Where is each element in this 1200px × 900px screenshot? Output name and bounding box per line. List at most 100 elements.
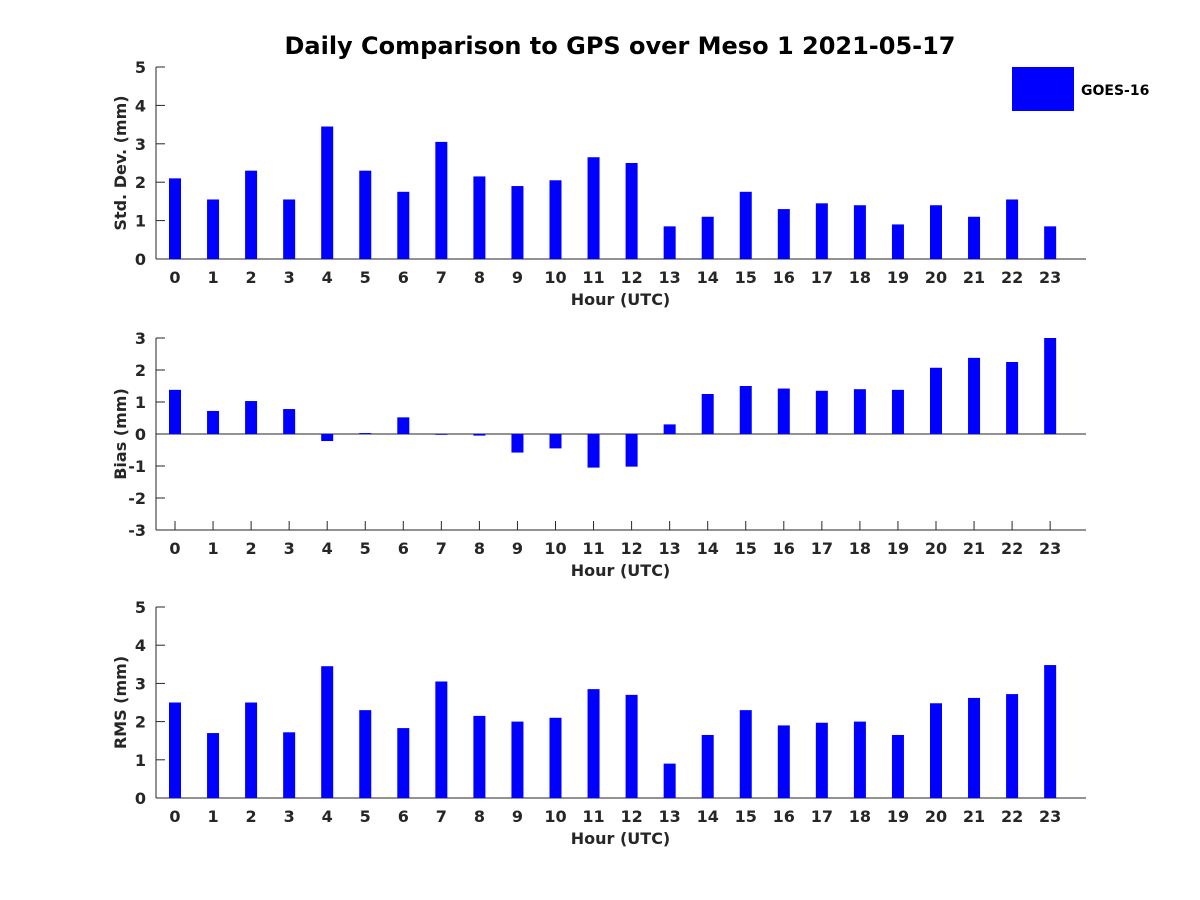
bias-y-tick-label: -1 [128, 457, 146, 476]
rms-y-axis-label: RMS (mm) [111, 656, 130, 749]
std-dev-bar-hour-6 [397, 191, 410, 259]
std-dev-x-tick-label: 12 [620, 268, 642, 287]
std-dev-x-tick-label: 19 [887, 268, 909, 287]
std-dev-bar-hour-16 [777, 209, 790, 259]
std-dev-x-tick-label: 10 [544, 268, 566, 287]
bias-bar-hour-3 [283, 409, 296, 434]
bias-bar-hour-15 [739, 386, 752, 434]
rms-y-tick-label: 5 [135, 598, 146, 617]
bias-x-tick-label: 20 [925, 539, 947, 558]
std-dev-bar-hour-0 [169, 178, 181, 259]
bias-x-tick-label: 1 [207, 539, 218, 558]
rms-x-tick-label: 0 [169, 807, 180, 826]
rms-bar-hour-1 [207, 733, 220, 798]
bias-x-tick-label: 9 [512, 539, 523, 558]
std-dev-y-tick-label: 1 [135, 212, 146, 231]
std-dev-y-tick-label: 2 [135, 173, 146, 192]
std-dev-y-axis-label: Std. Dev. (mm) [111, 95, 130, 230]
std-dev-x-tick-label: 8 [474, 268, 485, 287]
rms-bar-hour-9 [511, 721, 524, 798]
bias-x-tick-label: 0 [169, 539, 180, 558]
std-dev-bar-hour-14 [701, 216, 714, 259]
rms-bar-hour-22 [1006, 694, 1019, 798]
std-dev-bar-hour-4 [321, 126, 334, 260]
std-dev-bar-hour-17 [815, 203, 828, 259]
bias-x-tick-label: 23 [1039, 539, 1061, 558]
rms-y-tick-label: 1 [135, 751, 146, 770]
rms-x-tick-label: 5 [360, 807, 371, 826]
rms-y-tick-label: 2 [135, 713, 146, 732]
std-dev-bar-hour-9 [511, 186, 524, 259]
rms-x-tick-label: 12 [620, 807, 642, 826]
std-dev-x-tick-label: 6 [398, 268, 409, 287]
bias-bar-hour-4 [321, 434, 334, 442]
bias-x-tick-label: 13 [659, 539, 681, 558]
bias-x-tick-label: 16 [773, 539, 795, 558]
rms-x-tick-label: 19 [887, 807, 909, 826]
std-dev-x-tick-label: 21 [963, 268, 985, 287]
rms-bar-hour-12 [625, 694, 638, 798]
rms-x-tick-label: 15 [735, 807, 757, 826]
std-dev-y-tick-label: 3 [135, 135, 146, 154]
bias-x-tick-label: 18 [849, 539, 871, 558]
std-dev-bar-hour-22 [1006, 199, 1019, 259]
bias-bar-hour-11 [587, 434, 600, 468]
legend-swatch-goes-16 [1012, 67, 1074, 111]
rms-bar-hour-21 [968, 697, 981, 798]
rms-x-tick-label: 10 [544, 807, 566, 826]
bias-x-tick-label: 11 [582, 539, 604, 558]
bias-bar-hour-18 [853, 389, 866, 434]
std-dev-y-tick-label: 4 [135, 96, 146, 115]
rms-bar-hour-16 [777, 725, 790, 798]
bias-bar-hour-17 [815, 390, 828, 434]
std-dev-bar-hour-5 [359, 170, 372, 259]
std-dev-bar-hour-15 [739, 191, 752, 259]
chart-title: Daily Comparison to GPS over Meso 1 2021… [284, 32, 955, 60]
bias-x-tick-label: 22 [1001, 539, 1023, 558]
bias-y-tick-label: -2 [128, 489, 146, 508]
rms-bar-hour-8 [473, 715, 486, 798]
bias-bar-hour-14 [701, 394, 714, 434]
std-dev-bar-hour-8 [473, 176, 486, 259]
bias-x-tick-label: 6 [398, 539, 409, 558]
bias-bar-hour-22 [1006, 362, 1019, 434]
bias-bar-hour-21 [968, 357, 981, 434]
bias-bar-hour-5 [359, 433, 372, 434]
rms-x-tick-label: 9 [512, 807, 523, 826]
bias-x-tick-label: 10 [544, 539, 566, 558]
bias-bar-hour-2 [245, 401, 258, 434]
bias-bar-hour-8 [473, 434, 486, 436]
rms-bar-hour-7 [435, 681, 448, 798]
rms-bar-hour-13 [663, 763, 676, 798]
bias-y-tick-label: -3 [128, 521, 146, 540]
bias-x-tick-label: 4 [322, 539, 333, 558]
rms-x-tick-label: 16 [773, 807, 795, 826]
rms-bar-hour-11 [587, 689, 600, 798]
rms-x-tick-label: 7 [436, 807, 447, 826]
bias-bar-hour-13 [663, 424, 676, 434]
rms-bar-hour-0 [169, 702, 181, 798]
rms-bar-hour-14 [701, 734, 714, 798]
rms-bar-hour-2 [245, 702, 258, 798]
rms-x-tick-label: 17 [811, 807, 833, 826]
rms-x-tick-label: 6 [398, 807, 409, 826]
std-dev-x-tick-label: 0 [169, 268, 180, 287]
std-dev-bar-hour-19 [891, 224, 904, 259]
bias-y-axis-label: Bias (mm) [111, 388, 130, 480]
std-dev-x-tick-label: 23 [1039, 268, 1061, 287]
rms-y-tick-label: 3 [135, 674, 146, 693]
std-dev-x-tick-label: 13 [659, 268, 681, 287]
std-dev-x-tick-label: 15 [735, 268, 757, 287]
bias-x-tick-label: 19 [887, 539, 909, 558]
std-dev-x-axis-label: Hour (UTC) [571, 290, 671, 309]
rms-x-tick-label: 3 [284, 807, 295, 826]
rms-bar-hour-20 [930, 703, 942, 798]
rms-x-tick-label: 11 [582, 807, 604, 826]
rms-bar-hour-15 [739, 710, 752, 798]
rms-y-tick-label: 4 [135, 636, 146, 655]
std-dev-x-tick-label: 16 [773, 268, 795, 287]
rms-x-tick-label: 14 [697, 807, 719, 826]
bias-x-tick-label: 12 [620, 539, 642, 558]
